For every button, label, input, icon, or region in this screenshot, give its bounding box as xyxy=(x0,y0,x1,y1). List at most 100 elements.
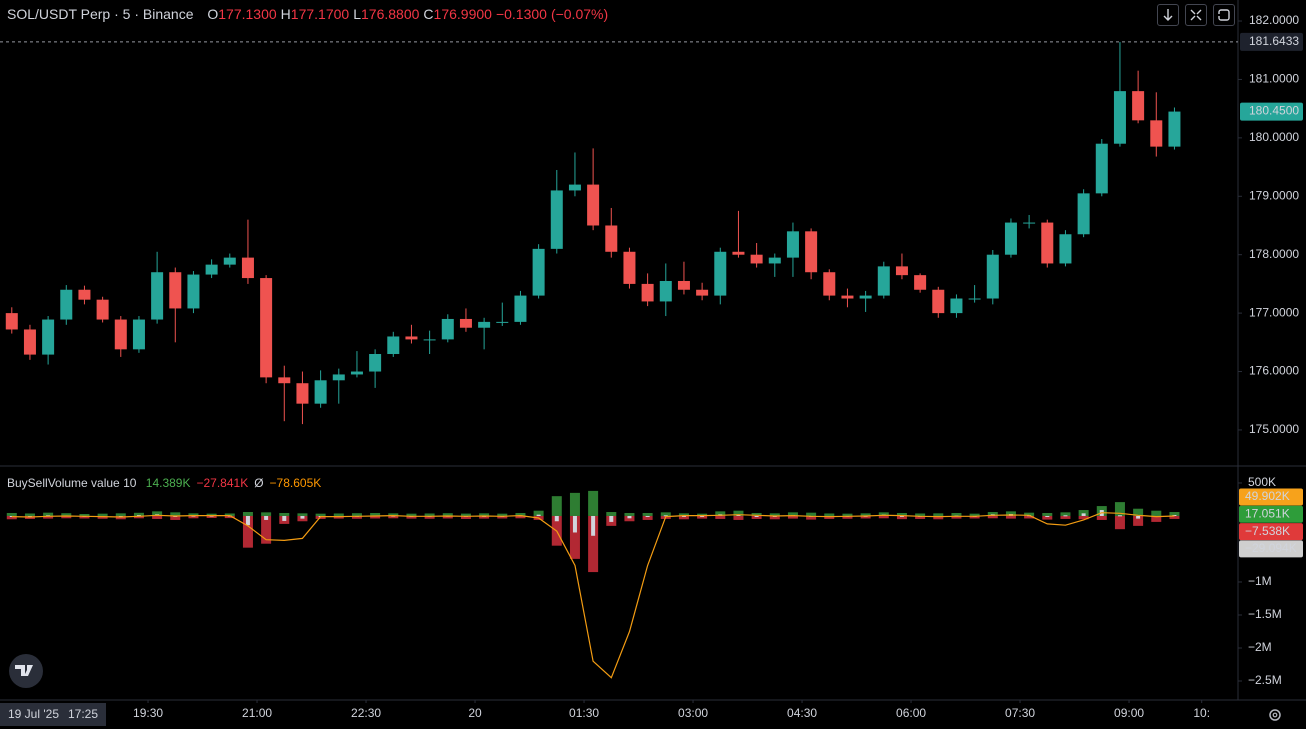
candle-body xyxy=(405,336,418,340)
volume-bar xyxy=(1078,515,1089,520)
fullscreen-button[interactable] xyxy=(1213,4,1235,26)
volume-bar xyxy=(297,513,308,516)
value-badge-label: −7.538K xyxy=(1245,524,1290,538)
y-tick-label: 177.0000 xyxy=(1249,305,1299,319)
candle-body xyxy=(1113,91,1126,144)
volume-bar xyxy=(733,515,744,520)
gear-ring[interactable] xyxy=(1269,709,1281,721)
volume-bar xyxy=(370,513,381,516)
volume-bar xyxy=(969,513,980,516)
indicator-title[interactable]: BuySellVolume value 10 xyxy=(7,476,137,490)
value-badge xyxy=(1239,488,1303,506)
volume-bar xyxy=(642,515,653,520)
candle-body xyxy=(914,275,927,290)
volume-bar xyxy=(951,513,962,516)
ohlc-value: 176.9900 xyxy=(433,6,492,22)
value-badge-label: 17.051K xyxy=(1245,506,1290,520)
candle-body xyxy=(696,289,709,296)
net-bar xyxy=(1081,513,1086,516)
candle-body xyxy=(1150,120,1163,147)
maximize-button[interactable] xyxy=(1185,4,1207,26)
volume-bar xyxy=(206,515,217,518)
volume-bar xyxy=(842,515,853,519)
net-bar xyxy=(899,515,904,517)
scroll-down-button[interactable] xyxy=(1157,4,1179,26)
volume-bar xyxy=(424,513,435,516)
volume-bar xyxy=(715,515,726,519)
volume-bar xyxy=(406,513,417,516)
icon xyxy=(1190,9,1202,21)
x-tick-label: 04:30 xyxy=(787,706,817,720)
average-value: −78.605K xyxy=(269,476,322,490)
settings-button[interactable] xyxy=(1269,709,1281,721)
logo-circle[interactable] xyxy=(9,654,43,688)
x-tick-label: 09:00 xyxy=(1114,706,1144,720)
candle-body xyxy=(1004,222,1017,255)
candle-body xyxy=(623,251,636,284)
high-badge xyxy=(1240,32,1303,51)
candle-body xyxy=(1168,111,1181,147)
change: −0.1300 xyxy=(495,6,547,22)
candle-body xyxy=(169,272,182,309)
ohlc-key: O xyxy=(207,6,219,22)
candle-body xyxy=(895,266,908,276)
last-price-label: 180.4500 xyxy=(1249,104,1299,118)
candle-body xyxy=(968,298,981,300)
gear-center[interactable] xyxy=(1272,712,1278,718)
volume-bar xyxy=(224,515,235,519)
volume-bar xyxy=(224,513,235,516)
volume-bar xyxy=(1060,515,1071,519)
volume-bar xyxy=(479,515,490,519)
candle-body xyxy=(786,231,799,258)
volume-bar xyxy=(370,515,381,519)
candle-body xyxy=(132,319,145,350)
symbol-legend: SOL/USDT Perp · 5 · Binance O177.1300 H17… xyxy=(7,6,608,22)
candle-body xyxy=(5,313,18,330)
y-tick-label: 176.0000 xyxy=(1249,364,1299,378)
high-label: 181.6433 xyxy=(1249,34,1299,48)
average-symbol: Ø xyxy=(254,476,264,490)
symbol-title[interactable]: SOL/USDT Perp · 5 · Binance xyxy=(7,6,194,22)
net-bar xyxy=(536,514,541,516)
ohlc-value: 176.8800 xyxy=(361,6,420,22)
candle-body xyxy=(205,264,218,275)
volume-bar xyxy=(678,513,689,516)
volume-bar xyxy=(733,510,744,516)
candle-body xyxy=(732,251,745,255)
candle-body xyxy=(350,371,363,375)
logo-dot[interactable] xyxy=(27,665,31,669)
volume-bar xyxy=(824,515,835,519)
volume-bar xyxy=(261,512,272,516)
volume-bar xyxy=(806,512,817,516)
volume-bar xyxy=(697,515,708,519)
x-tick-label: 07:30 xyxy=(1005,706,1035,720)
net-bar xyxy=(591,515,596,536)
volume-bar xyxy=(388,515,399,519)
volume-bar xyxy=(206,513,217,516)
volume-bar xyxy=(460,513,471,516)
volume-bar xyxy=(133,515,144,519)
x-tick-label: 10: xyxy=(1193,706,1210,720)
volume-bar xyxy=(896,513,907,516)
candle-body xyxy=(1077,193,1090,235)
tradingview-logo[interactable] xyxy=(9,654,43,688)
volume-bar xyxy=(642,513,653,516)
y-tick-label: −1M xyxy=(1248,574,1272,588)
volume-bar xyxy=(624,515,635,522)
candle-body xyxy=(441,318,454,340)
candle-body xyxy=(478,321,491,328)
volume-bar xyxy=(61,515,72,519)
candle-body xyxy=(750,254,763,264)
volume-bar xyxy=(297,515,308,522)
net-bar xyxy=(627,515,632,519)
volume-bar xyxy=(115,513,126,516)
volume-bar xyxy=(1114,515,1125,530)
y-tick-label: −2.5M xyxy=(1248,673,1282,687)
icon xyxy=(1218,9,1230,21)
candle-body xyxy=(1023,222,1036,224)
volume-bar xyxy=(751,515,762,519)
net-bar xyxy=(681,515,686,517)
volume-bar xyxy=(515,513,526,516)
candle-body xyxy=(532,248,545,296)
volume-bar xyxy=(1151,510,1162,516)
